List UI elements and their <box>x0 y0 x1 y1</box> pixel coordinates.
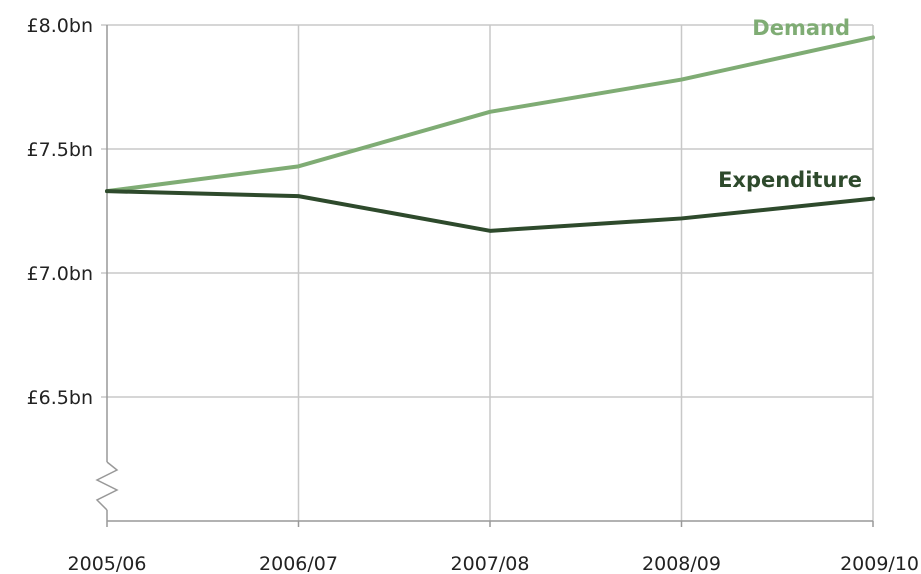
series-lines <box>105 35 875 233</box>
series-label-demand: Demand <box>752 16 850 40</box>
x-tick-label: 2007/08 <box>451 553 530 574</box>
x-tick-label: 2005/06 <box>68 553 147 574</box>
x-tick-label: 2006/07 <box>259 553 338 574</box>
horizontal-gridlines <box>101 24 873 398</box>
y-axis-break <box>95 461 119 511</box>
y-tick-label: £6.5bn <box>27 387 93 409</box>
series-labels: Demand Expenditure <box>718 16 862 192</box>
vertical-gridlines <box>297 25 874 521</box>
x-tick-label: 2008/09 <box>642 553 721 574</box>
y-tick-label: £7.0bn <box>27 263 93 285</box>
series-label-expenditure: Expenditure <box>718 168 862 192</box>
y-tick-label: £8.0bn <box>27 15 93 37</box>
axes <box>95 25 874 527</box>
x-tick-label: 2009/10 <box>840 553 919 574</box>
y-tick-label: £7.5bn <box>27 139 93 161</box>
y-axis-tick-labels: £8.0bn £7.5bn £7.0bn £6.5bn <box>27 15 93 409</box>
x-axis-tick-labels: 2005/06 2006/07 2007/08 2008/09 2009/10 <box>68 553 919 574</box>
